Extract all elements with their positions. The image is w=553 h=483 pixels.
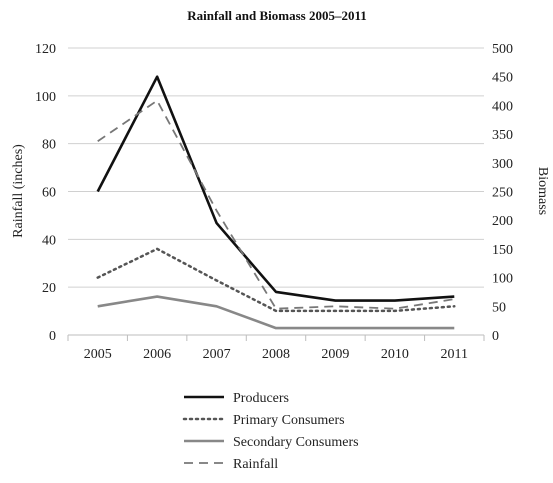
right-tick-label: 250 xyxy=(492,186,513,201)
right-tick-label: 0 xyxy=(492,329,499,344)
series-line-rainfall xyxy=(97,99,455,310)
x-tick-label: 2006 xyxy=(143,347,171,362)
right-tick-label: 450 xyxy=(492,71,513,86)
left-tick-label: 100 xyxy=(35,90,56,105)
series-line-secondary-consumers xyxy=(97,295,455,330)
left-tick-label: 40 xyxy=(42,233,56,248)
series-line-producers xyxy=(96,75,455,302)
legend-label: Producers xyxy=(233,391,289,406)
right-tick-label: 100 xyxy=(492,272,513,287)
x-tick-label: 2009 xyxy=(321,347,349,362)
left-tick-label: 120 xyxy=(35,42,56,57)
right-axis-label: Biomass xyxy=(535,167,550,215)
series-line-primary-consumers xyxy=(96,247,456,313)
series-lines xyxy=(96,75,456,330)
chart-title: Rainfall and Biomass 2005–2011 xyxy=(187,8,367,23)
legend-label: Secondary Consumers xyxy=(233,435,359,450)
right-tick-label: 500 xyxy=(492,42,513,57)
left-tick-label: 20 xyxy=(42,281,56,296)
right-axis-ticks: 0 50 100 150 200 250 300 350 400 450 500 xyxy=(492,42,513,344)
left-tick-label: 0 xyxy=(49,329,56,344)
x-tick-label: 2007 xyxy=(203,347,231,362)
legend: Producers Primary Consumers Secondary Cons… xyxy=(182,391,359,472)
gridlines xyxy=(67,47,485,341)
legend-label: Primary Consumers xyxy=(233,413,345,428)
x-tick-label: 2010 xyxy=(381,347,409,362)
right-tick-label: 200 xyxy=(492,214,513,229)
left-tick-label: 80 xyxy=(42,138,56,153)
x-axis-ticks: 2005 2006 2007 2008 2009 2010 2011 xyxy=(84,347,468,362)
left-tick-label: 60 xyxy=(42,186,56,201)
legend-label: Rainfall xyxy=(233,457,278,472)
right-tick-label: 400 xyxy=(492,99,513,114)
left-axis-label: Rainfall (inches) xyxy=(11,144,26,238)
left-axis-ticks: 0 20 40 60 80 100 120 xyxy=(35,42,56,344)
x-tick-label: 2008 xyxy=(262,347,290,362)
right-tick-label: 300 xyxy=(492,157,513,172)
x-tick-label: 2005 xyxy=(84,347,112,362)
x-tick-label: 2011 xyxy=(441,347,468,362)
right-tick-label: 350 xyxy=(492,128,513,143)
right-tick-label: 50 xyxy=(492,300,506,315)
right-tick-label: 150 xyxy=(492,243,513,258)
